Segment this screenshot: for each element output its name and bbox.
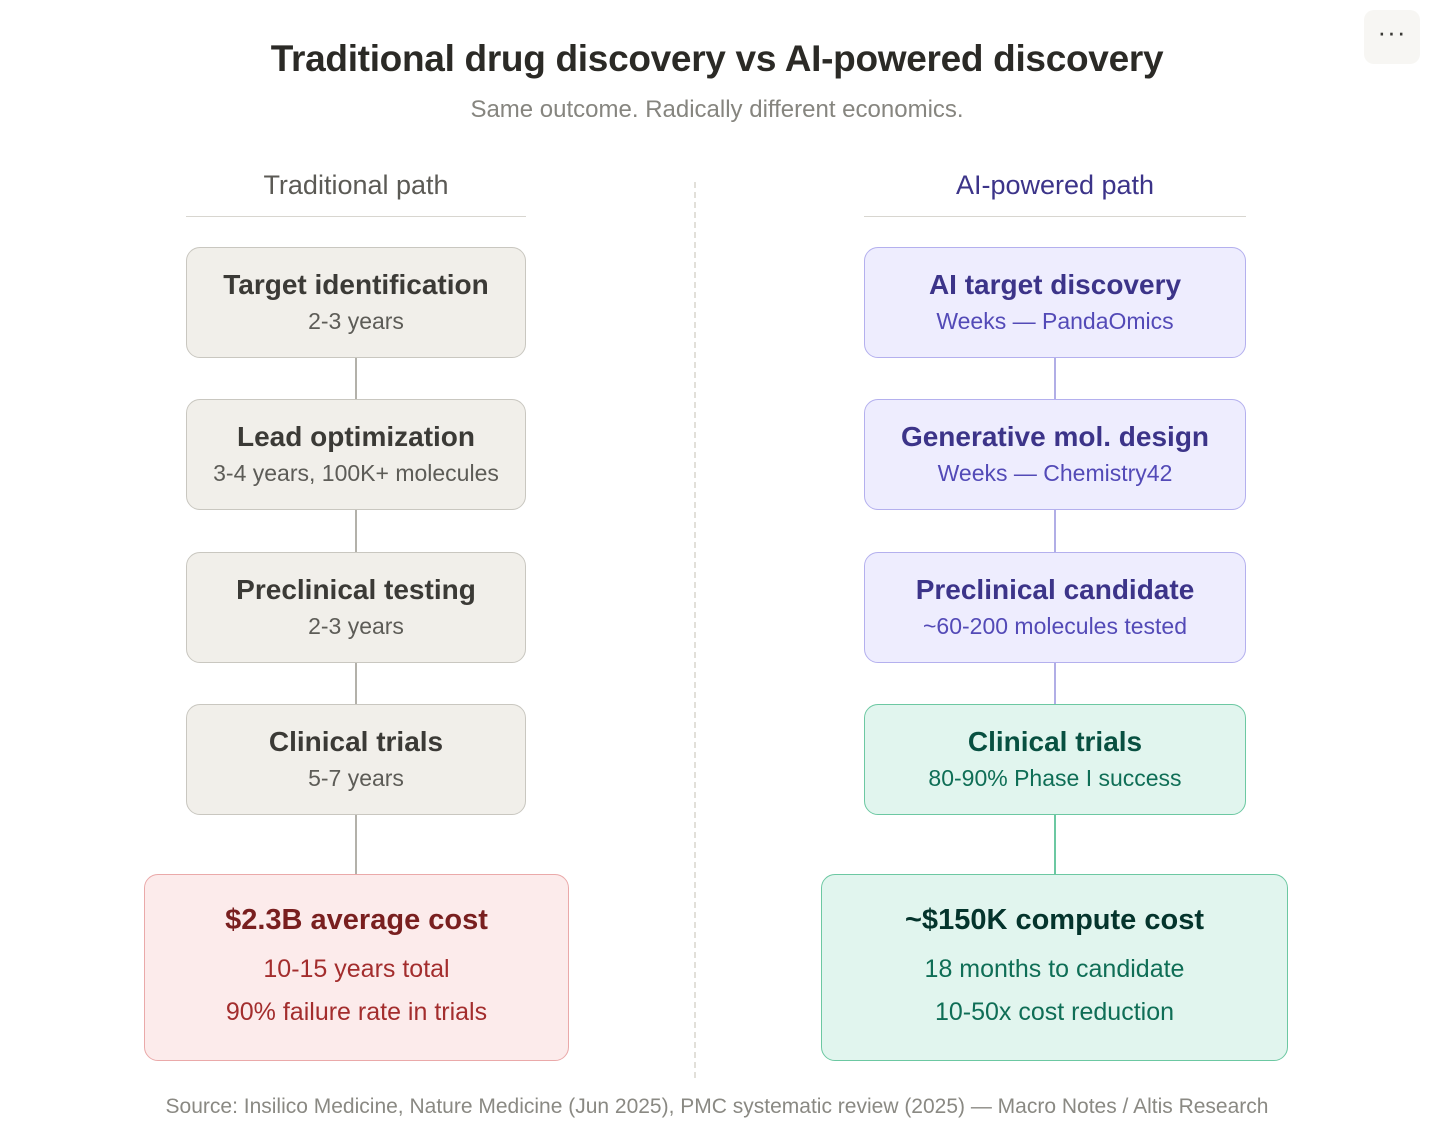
step-title: Clinical trials	[268, 726, 444, 758]
step-title: Target identification	[223, 269, 489, 301]
step-detail: Weeks — PandaOmics	[936, 308, 1174, 335]
step-title: Generative mol. design	[900, 421, 1210, 453]
ai-connector	[1054, 815, 1056, 874]
traditional-connector	[355, 357, 357, 400]
outcome-line: 18 months to candidate	[924, 955, 1185, 984]
step-detail: 5-7 years	[308, 765, 404, 792]
traditional-step-preclinical-testing: Preclinical testing 2-3 years	[186, 552, 526, 663]
ai-step-generative-design: Generative mol. design Weeks — Chemistry…	[864, 399, 1246, 510]
ai-step-target-discovery: AI target discovery Weeks — PandaOmics	[864, 247, 1246, 358]
outcome-line: 10-50x cost reduction	[934, 997, 1175, 1026]
step-detail: ~60-200 molecules tested	[922, 613, 1188, 640]
ai-heading-rule	[864, 216, 1246, 217]
step-detail: 80-90% Phase I success	[928, 765, 1182, 792]
traditional-step-lead-optimization: Lead optimization 3-4 years, 100K+ molec…	[186, 399, 526, 510]
traditional-step-clinical-trials: Clinical trials 5-7 years	[186, 704, 526, 815]
ai-connector	[1054, 510, 1056, 552]
ai-path-heading: AI-powered path	[955, 170, 1155, 200]
ai-outcome-box: ~$150K compute cost 18 months to candida…	[821, 874, 1288, 1061]
more-dots-icon: ···	[1377, 17, 1407, 47]
traditional-path-heading: Traditional path	[263, 170, 449, 200]
step-title: Preclinical candidate	[915, 574, 1195, 606]
page-title: Traditional drug discovery vs AI-powered…	[270, 38, 1164, 79]
center-divider	[694, 182, 696, 1078]
more-options-button[interactable]: ···	[1364, 10, 1420, 64]
ai-step-preclinical-candidate: Preclinical candidate ~60-200 molecules …	[864, 552, 1246, 663]
step-title: Clinical trials	[967, 726, 1143, 758]
traditional-heading-rule	[186, 216, 526, 217]
traditional-step-target-identification: Target identification 2-3 years	[186, 247, 526, 358]
traditional-outcome-box: $2.3B average cost 10-15 years total 90%…	[144, 874, 569, 1061]
ai-connector	[1054, 662, 1056, 705]
outcome-line: 90% failure rate in trials	[225, 997, 488, 1026]
step-detail: 2-3 years	[308, 308, 404, 335]
outcome-title: $2.3B average cost	[225, 903, 488, 936]
step-detail: Weeks — Chemistry42	[937, 460, 1173, 487]
traditional-connector	[355, 510, 357, 552]
source-footnote: Source: Insilico Medicine, Nature Medici…	[165, 1095, 1269, 1118]
ai-step-clinical-trials: Clinical trials 80-90% Phase I success	[864, 704, 1246, 815]
ai-connector	[1054, 357, 1056, 400]
step-title: Preclinical testing	[236, 574, 476, 606]
outcome-title: ~$150K compute cost	[905, 903, 1204, 936]
page-subtitle: Same outcome. Radically different econom…	[470, 96, 964, 123]
step-detail: 3-4 years, 100K+ molecules	[213, 460, 499, 487]
traditional-connector	[355, 815, 357, 874]
traditional-connector	[355, 662, 357, 705]
outcome-line: 10-15 years total	[263, 955, 450, 984]
step-detail: 2-3 years	[308, 613, 404, 640]
step-title: AI target discovery	[928, 269, 1182, 301]
step-title: Lead optimization	[237, 421, 475, 453]
